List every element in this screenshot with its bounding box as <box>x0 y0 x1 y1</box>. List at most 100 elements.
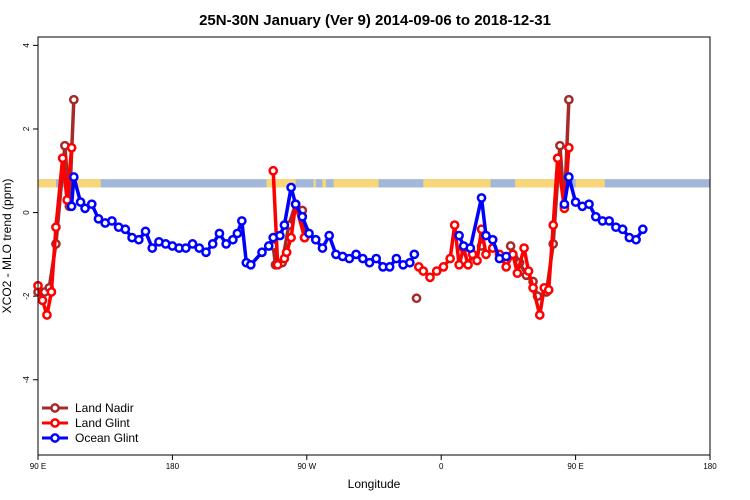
data-point <box>279 220 290 230</box>
legend-item-ocean-glint: Ocean Glint <box>42 431 139 445</box>
x-tick-label: 180 <box>166 462 180 471</box>
data-point <box>232 228 243 239</box>
data-point <box>371 253 382 264</box>
data-point <box>214 228 225 239</box>
data-point <box>66 201 77 212</box>
data-point <box>221 239 232 249</box>
land-band-segment <box>333 179 379 188</box>
land-band-segment <box>313 179 316 188</box>
data-point <box>617 224 628 235</box>
legend-item-land-nadir: Land Nadir <box>42 401 134 415</box>
data-point <box>564 94 574 105</box>
data-point <box>180 243 191 253</box>
data-point <box>431 266 442 276</box>
data-point <box>66 142 77 153</box>
data-point <box>555 140 565 151</box>
x-tick-label: 90 W <box>297 462 316 471</box>
data-point <box>147 243 158 253</box>
legend-label: Ocean Glint <box>75 431 139 445</box>
data-point <box>454 230 464 241</box>
x-tick-label: 90 E <box>30 462 46 471</box>
legend-label: Land Nadir <box>75 401 134 415</box>
data-point <box>519 243 529 253</box>
data-point <box>304 228 314 239</box>
data-point <box>68 94 79 105</box>
data-point <box>472 255 482 266</box>
data-point <box>501 262 512 272</box>
data-point <box>534 310 545 320</box>
data-point <box>559 199 570 210</box>
data-point <box>391 253 402 264</box>
data-point <box>286 232 296 243</box>
legend-label: Land Glint <box>75 416 130 430</box>
data-point <box>275 230 285 241</box>
data-point <box>207 239 218 249</box>
x-tick-label: 90 E <box>567 462 583 471</box>
data-point <box>449 220 460 230</box>
data-point <box>523 266 534 276</box>
land-band-segment <box>38 179 56 188</box>
data-point <box>281 247 292 258</box>
data-point <box>528 282 538 293</box>
data-point <box>310 234 321 245</box>
data-point <box>409 249 420 260</box>
data-point <box>187 239 198 249</box>
data-point <box>487 234 498 245</box>
data-point <box>37 295 48 306</box>
land-band-segment <box>322 179 326 188</box>
y-tick-label: -4 <box>22 376 31 384</box>
legend-marker <box>50 403 60 413</box>
data-point <box>445 253 456 264</box>
data-point <box>93 213 104 224</box>
data-point <box>317 243 328 253</box>
data-point <box>57 153 68 164</box>
data-point <box>438 262 449 272</box>
data-point <box>86 199 97 210</box>
data-point <box>268 165 279 176</box>
data-point <box>604 216 615 226</box>
data-point <box>286 182 296 193</box>
x-axis-label: Longitude <box>348 477 401 491</box>
data-point <box>107 216 117 226</box>
data-point <box>552 153 563 164</box>
plot-frame <box>37 36 711 456</box>
data-point <box>425 272 435 283</box>
data-point <box>351 249 361 260</box>
chart-title: 25N-30N January (Ver 9) 2014-09-06 to 20… <box>199 12 551 29</box>
y-tick-label: 0 <box>22 210 31 215</box>
land-band-segment <box>575 179 605 188</box>
legend-item-land-glint: Land Glint <box>42 416 130 430</box>
data-point <box>463 259 473 270</box>
data-point <box>120 224 131 235</box>
data-point <box>564 172 574 182</box>
land-band-segment <box>266 179 296 188</box>
data-point <box>290 199 301 210</box>
land-band-segment <box>76 179 101 188</box>
data-point <box>51 222 61 233</box>
data-point <box>404 257 415 268</box>
series-land-glint <box>33 142 574 320</box>
data-point <box>344 253 355 264</box>
x-tick-label: 180 <box>703 462 717 471</box>
data-point <box>505 241 516 251</box>
data-point <box>418 266 429 276</box>
data-point <box>263 241 274 251</box>
legend-marker <box>50 418 60 428</box>
data-point <box>75 197 86 207</box>
data-point <box>140 226 151 237</box>
series-ocean-glint <box>66 172 648 272</box>
x-tick-label: 0 <box>439 462 444 471</box>
series-layer <box>33 94 648 320</box>
data-point <box>257 247 267 258</box>
data-point <box>357 253 368 264</box>
data-point <box>228 234 238 245</box>
data-point <box>42 310 52 320</box>
data-point <box>637 224 648 235</box>
data-point <box>543 285 554 295</box>
data-point <box>512 268 523 279</box>
data-point <box>133 234 144 245</box>
y-tick-label: 4 <box>22 43 31 48</box>
series-land-nadir <box>33 94 574 304</box>
